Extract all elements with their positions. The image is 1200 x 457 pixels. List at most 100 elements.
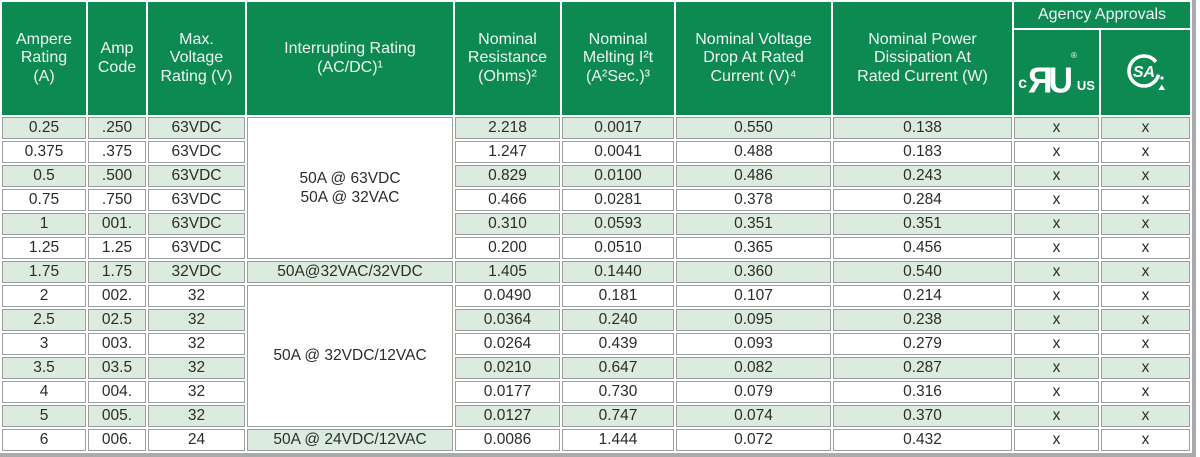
cell-nominal-melting: 0.747 — [562, 405, 674, 428]
cell-nominal-resistance: 1.247 — [455, 141, 560, 164]
cell-max-voltage: 24 — [148, 429, 245, 452]
table-row: 2 002. 32 50A @ 32VDC/12VAC 0.0490 0.181 0.107… — [2, 285, 1191, 428]
cell-voltage-drop: 0.079 — [676, 381, 831, 404]
cell-csa-approval: x — [1101, 309, 1191, 332]
table-row: 0.375.375 63VDC 1.247 0.0041 0.488 0.183 x x — [2, 141, 1191, 164]
cell-amp-code: .500 — [88, 165, 146, 188]
cell-voltage-drop: 0.486 — [676, 165, 831, 188]
cell-nominal-resistance: 0.310 — [455, 213, 560, 236]
cell-ampere-rating: 3 — [2, 333, 86, 356]
cell-ul-approval: x — [1014, 429, 1099, 452]
cell-csa-approval: x — [1101, 333, 1191, 356]
col-header-voltage-drop: Nominal Voltage Drop At Rated Current (V… — [676, 2, 831, 116]
table-row: 3 003. 32 0.0264 0.439 0.093 0.279 x x — [2, 333, 1191, 356]
col-header-agency-approvals: Agency Approvals — [1014, 2, 1191, 28]
cell-amp-code: 001. — [88, 213, 146, 236]
cell-max-voltage: 63VDC — [148, 213, 245, 236]
cell-amp-code: 03.5 — [88, 357, 146, 380]
cell-nominal-melting: 0.0017 — [562, 117, 674, 140]
cell-nominal-resistance: 0.200 — [455, 237, 560, 260]
cell-power-dissipation: 0.279 — [833, 333, 1012, 356]
cell-interrupting-rating: 50A @ 24VDC/12VAC — [247, 429, 453, 452]
cul-c-label: c — [1018, 74, 1027, 92]
cell-max-voltage: 32 — [148, 285, 245, 308]
cell-amp-code: .375 — [88, 141, 146, 164]
cell-ul-approval: x — [1014, 117, 1099, 140]
table-row: 6 006. 24 50A @ 24VDC/12VAC 0.0086 1.444 0.072… — [2, 429, 1191, 452]
cell-nominal-melting: 0.240 — [562, 309, 674, 332]
cell-nominal-melting: 0.0510 — [562, 237, 674, 260]
table-row: 0.75.750 63VDC 0.466 0.0281 0.378 0.284 x x — [2, 189, 1191, 212]
cell-ul-approval: x — [1014, 285, 1099, 308]
cell-ul-approval: x — [1014, 213, 1099, 236]
cell-max-voltage: 32 — [148, 381, 245, 404]
cell-nominal-melting: 0.181 — [562, 285, 674, 308]
cell-max-voltage: 63VDC — [148, 189, 245, 212]
cell-max-voltage: 63VDC — [148, 237, 245, 260]
cell-voltage-drop: 0.072 — [676, 429, 831, 452]
cell-amp-code: 02.5 — [88, 309, 146, 332]
table-row: 1.25 1.25 63VDC 0.200 0.0510 0.365 0.456 x x — [2, 237, 1191, 260]
cell-voltage-drop: 0.082 — [676, 357, 831, 380]
cell-voltage-drop: 0.351 — [676, 213, 831, 236]
cell-ampere-rating: 0.5 — [2, 165, 86, 188]
cell-nominal-resistance: 0.0127 — [455, 405, 560, 428]
cell-power-dissipation: 0.214 — [833, 285, 1012, 308]
cell-max-voltage: 32 — [148, 309, 245, 332]
cell-csa-approval: x — [1101, 213, 1191, 236]
cell-ul-approval: x — [1014, 237, 1099, 260]
table-row: 2.5 02.5 32 0.0364 0.240 0.095 0.238 x x — [2, 309, 1191, 332]
col-header-nominal-melting: Nominal Melting I²t (A²Sec.)³ — [562, 2, 674, 116]
cell-csa-approval: x — [1101, 237, 1191, 260]
cell-csa-approval: x — [1101, 381, 1191, 404]
cell-voltage-drop: 0.365 — [676, 237, 831, 260]
cell-ampere-rating: 1 — [2, 213, 86, 236]
cell-ul-approval: x — [1014, 309, 1099, 332]
cell-ampere-rating: 0.375 — [2, 141, 86, 164]
col-header-power-dissipation: Nominal Power Dissipation At Rated Curre… — [833, 2, 1012, 116]
cell-amp-code: 1.25 — [88, 237, 146, 260]
cell-voltage-drop: 0.360 — [676, 261, 831, 284]
cell-max-voltage: 63VDC — [148, 117, 245, 140]
cell-ampere-rating: 0.75 — [2, 189, 86, 212]
cell-voltage-drop: 0.550 — [676, 117, 831, 140]
csa-icon: SA — [1103, 50, 1188, 96]
cell-ul-approval: x — [1014, 261, 1099, 284]
cell-amp-code: .250 — [88, 117, 146, 140]
cell-interrupting-rating: 50A @ 32VDC/12VAC — [247, 285, 453, 428]
cell-max-voltage: 32 — [148, 357, 245, 380]
cell-ampere-rating: 0.25 — [2, 117, 86, 140]
cell-power-dissipation: 0.370 — [833, 405, 1012, 428]
table-row: 4 004. 32 0.0177 0.730 0.079 0.316 x x — [2, 381, 1191, 404]
cell-voltage-drop: 0.107 — [676, 285, 831, 308]
cell-power-dissipation: 0.183 — [833, 141, 1012, 164]
cell-csa-approval: x — [1101, 357, 1191, 380]
cell-nominal-resistance: 0.0086 — [455, 429, 560, 452]
cell-nominal-melting: 0.0593 — [562, 213, 674, 236]
col-header-ampere-rating: Ampere Rating (A) — [2, 2, 86, 116]
cell-nominal-resistance: 0.0264 — [455, 333, 560, 356]
cell-ampere-rating: 2.5 — [2, 309, 86, 332]
cell-nominal-resistance: 0.0177 — [455, 381, 560, 404]
cell-amp-code: .750 — [88, 189, 146, 212]
cell-csa-approval: x — [1101, 405, 1191, 428]
cell-nominal-melting: 0.730 — [562, 381, 674, 404]
table-row: 5 005. 32 0.0127 0.747 0.074 0.370 x x — [2, 405, 1191, 428]
cell-ul-approval: x — [1014, 333, 1099, 356]
cell-ampere-rating: 4 — [2, 381, 86, 404]
cell-amp-code: 005. — [88, 405, 146, 428]
cell-nominal-melting: 0.439 — [562, 333, 674, 356]
cul-monogram-label: ЯU — [1027, 60, 1073, 101]
cell-nominal-resistance: 0.0210 — [455, 357, 560, 380]
cell-csa-approval: x — [1101, 261, 1191, 284]
cell-nominal-resistance: 0.829 — [455, 165, 560, 188]
cell-ul-approval: x — [1014, 141, 1099, 164]
cell-ul-approval: x — [1014, 381, 1099, 404]
cell-amp-code: 003. — [88, 333, 146, 356]
cell-nominal-melting: 0.0100 — [562, 165, 674, 188]
col-header-csa-approval: SA — [1101, 30, 1191, 116]
cell-nominal-melting: 0.0041 — [562, 141, 674, 164]
cell-ampere-rating: 5 — [2, 405, 86, 428]
cell-interrupting-rating: 50A @ 63VDC 50A @ 32VAC — [247, 117, 453, 260]
